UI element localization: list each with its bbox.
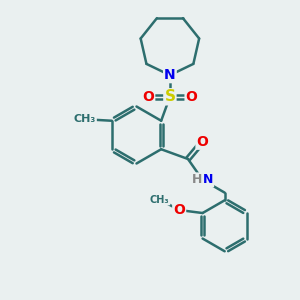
Text: O: O [196, 135, 208, 149]
Text: CH₃: CH₃ [150, 194, 170, 205]
Text: O: O [173, 203, 185, 217]
Text: S: S [164, 89, 175, 104]
Text: O: O [186, 90, 197, 104]
Text: H: H [192, 173, 202, 186]
Text: N: N [164, 68, 176, 82]
Text: CH₃: CH₃ [74, 114, 96, 124]
Text: N: N [203, 173, 213, 186]
Text: O: O [142, 90, 154, 104]
